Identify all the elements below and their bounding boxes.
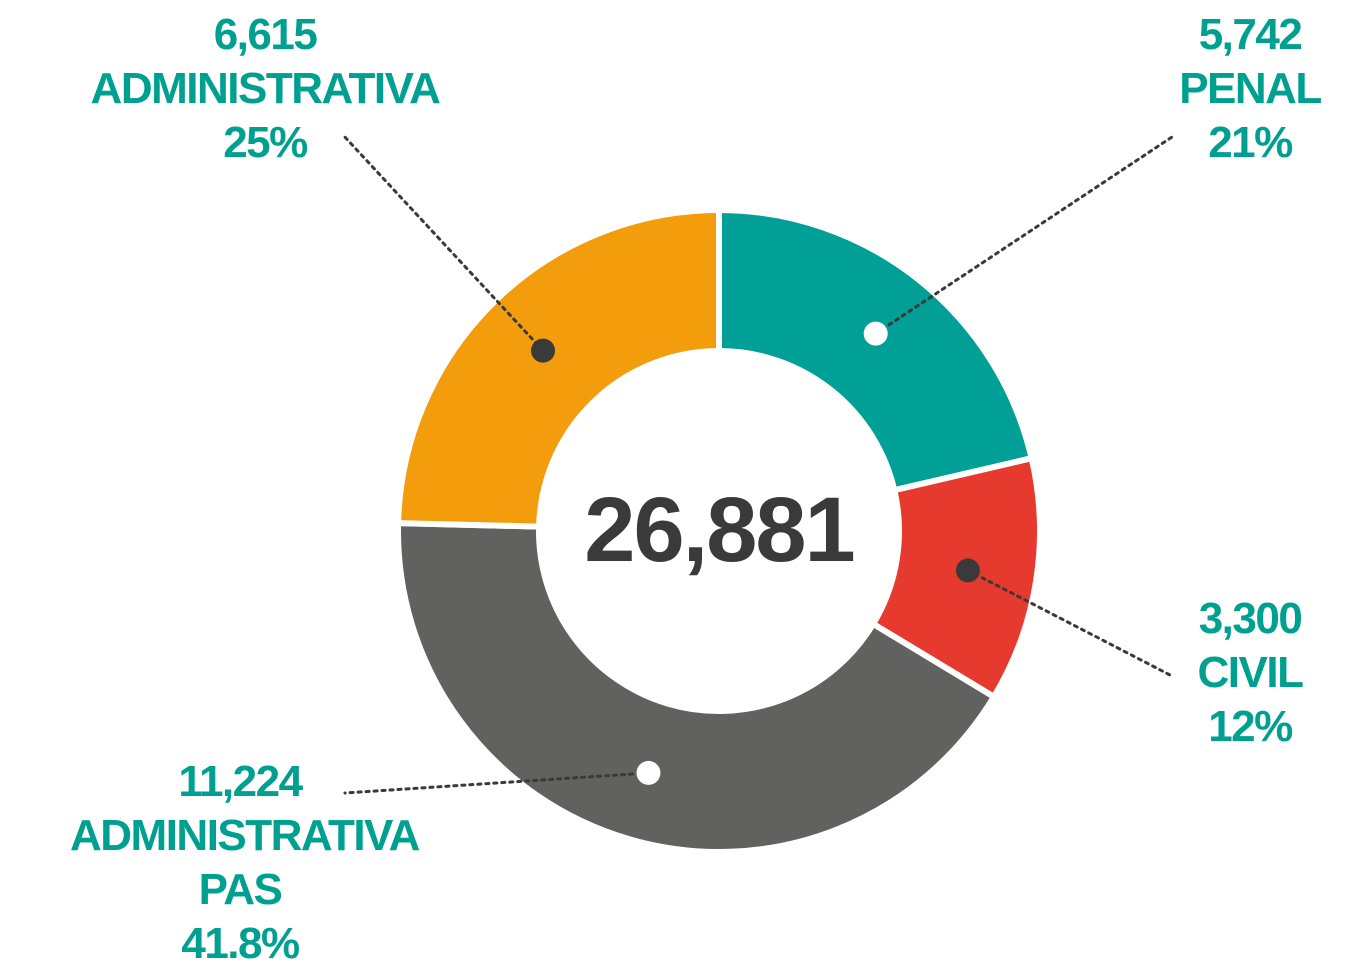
percent-label: 41.8% bbox=[181, 919, 300, 968]
percent-label: 12% bbox=[1208, 702, 1293, 751]
percent-label: 21% bbox=[1208, 118, 1293, 167]
leader-dot bbox=[636, 760, 661, 785]
segment-label: 3,300 CIVIL 12% bbox=[1150, 592, 1350, 754]
donut-segment bbox=[395, 520, 999, 855]
category-label: ADMINISTRATIVA bbox=[90, 64, 441, 113]
segment-label: 5,742 PENAL 21% bbox=[1150, 8, 1350, 170]
leader-dot bbox=[955, 558, 980, 583]
percent-label: 25% bbox=[223, 118, 308, 167]
value-label: 3,300 bbox=[1198, 594, 1303, 643]
segment-label: 11,224 ADMINISTRATIVA PAS 41.8% bbox=[20, 755, 460, 968]
center-total: 26,881 bbox=[584, 479, 855, 581]
leader-dot bbox=[531, 338, 556, 363]
leader-dot bbox=[863, 321, 888, 346]
category-label: ADMINISTRATIVA PAS bbox=[70, 811, 420, 914]
value-label: 11,224 bbox=[178, 757, 303, 806]
value-label: 6,615 bbox=[213, 10, 318, 59]
leader-line bbox=[343, 771, 650, 795]
leader-line bbox=[966, 568, 1172, 677]
donut-segment bbox=[395, 206, 722, 530]
leader-line bbox=[874, 133, 1177, 336]
value-label: 5,742 bbox=[1198, 10, 1303, 59]
donut-segment bbox=[716, 206, 1036, 494]
category-label: CIVIL bbox=[1197, 648, 1304, 697]
segment-label: 6,615 ADMINISTRATIVA 25% bbox=[40, 8, 490, 170]
category-label: PENAL bbox=[1179, 64, 1322, 113]
leader-line bbox=[341, 133, 545, 353]
